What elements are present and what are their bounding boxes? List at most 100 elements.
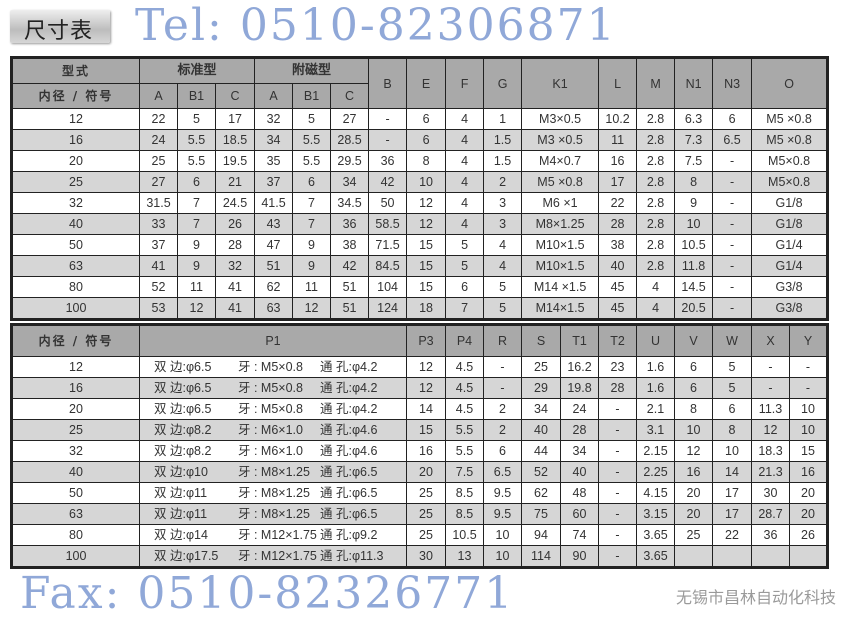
value-cell: 9 bbox=[674, 192, 714, 214]
value-cell: - bbox=[598, 482, 637, 504]
table-row: 50 37 9 28 47 9 38 71.5 15 5 4 M10×1.5 38 2.8 10.5- G1/… bbox=[11, 234, 829, 256]
value-cell: 9 bbox=[177, 255, 216, 277]
value-cell: 24 bbox=[139, 129, 178, 151]
value-cell: 21.3 bbox=[751, 461, 790, 483]
value-cell: 6.3 bbox=[674, 108, 714, 130]
value-cell: 9 bbox=[292, 234, 332, 256]
value-cell: 4 bbox=[636, 276, 676, 298]
p1-double-side: 双 边:φ11 bbox=[154, 486, 208, 500]
value-cell: 11.8 bbox=[674, 255, 714, 277]
value-cell: 8 bbox=[406, 150, 447, 172]
header-T1: T1 bbox=[560, 324, 599, 357]
value-cell: 2.8 bbox=[636, 255, 676, 277]
value-cell: 18 bbox=[406, 297, 447, 320]
value-cell: 34.5 bbox=[330, 192, 370, 214]
value-cell: 94 bbox=[521, 524, 561, 546]
value-cell: 28 bbox=[598, 377, 637, 399]
value-cell: 4.5 bbox=[445, 356, 484, 378]
p1-cell: 双 边:φ6.5 牙 : M5×0.8 通 孔:φ4.2 bbox=[139, 356, 407, 378]
table-row: 12 22 5 17 32 5 27-6 4 1 M3×0.5 10.2 2.8 6.3 6 M5 ×0.8 bbox=[11, 108, 829, 130]
value-cell: 1 bbox=[483, 108, 523, 130]
value-cell: 33 bbox=[139, 213, 178, 235]
value-cell: 53 bbox=[139, 297, 178, 320]
value-cell: 5 bbox=[483, 276, 523, 298]
value-cell: 25 bbox=[674, 524, 713, 546]
value-cell: 9.5 bbox=[483, 482, 522, 504]
value-cell: 1.6 bbox=[636, 377, 675, 399]
value-cell: 5.5 bbox=[445, 440, 484, 462]
table-row: 20 双 边:φ6.5 牙 : M5×0.8 通 孔:φ4.2 14 4.5 2 34 24-2… bbox=[11, 398, 828, 420]
value-cell: 29.5 bbox=[330, 150, 370, 172]
p1-cell: 双 边:φ11 牙 : M8×1.25 通 孔:φ6.5 bbox=[139, 503, 407, 525]
value-cell: 10 bbox=[789, 419, 828, 441]
value-cell: G1/8 bbox=[751, 213, 829, 235]
value-cell: 5 bbox=[445, 255, 485, 277]
value-cell: 25 bbox=[406, 482, 446, 504]
bore-cell: 80 bbox=[11, 524, 140, 546]
value-cell: 6 bbox=[674, 377, 713, 399]
bore-cell: 100 bbox=[11, 297, 140, 320]
value-cell: G1/8 bbox=[751, 192, 829, 214]
value-cell: M5 ×0.8 bbox=[521, 171, 600, 193]
value-cell: - bbox=[598, 524, 637, 546]
value-cell bbox=[674, 545, 713, 568]
value-cell: 27 bbox=[330, 108, 370, 130]
value-cell: 24 bbox=[560, 398, 599, 420]
value-cell: 6 bbox=[674, 356, 713, 378]
header-P3: P3 bbox=[406, 324, 446, 357]
value-cell: 12 bbox=[674, 440, 713, 462]
value-cell: 20 bbox=[406, 461, 446, 483]
value-cell: 9 bbox=[177, 234, 216, 256]
value-cell: 8 bbox=[712, 419, 752, 441]
value-cell: 45 bbox=[598, 276, 638, 298]
p1-thread: 牙 : M12×1.75 bbox=[238, 549, 317, 563]
table-row: 63 41 9 32 51 9 42 84.5 15 5 4 M10×1.5 40 2.8 11.8- G1/… bbox=[11, 255, 829, 277]
value-cell: 17 bbox=[712, 482, 752, 504]
bore-cell: 16 bbox=[11, 129, 140, 151]
value-cell: G3/8 bbox=[751, 276, 829, 298]
value-cell: 28.7 bbox=[751, 503, 790, 525]
value-cell: 10.5 bbox=[445, 524, 484, 546]
bore-cell: 25 bbox=[11, 171, 140, 193]
value-cell: 6 bbox=[483, 440, 522, 462]
header-mag-A: A bbox=[254, 83, 294, 109]
value-cell: - bbox=[598, 503, 637, 525]
value-cell: M10×1.5 bbox=[521, 255, 600, 277]
value-cell: 4 bbox=[483, 255, 523, 277]
value-cell: 22 bbox=[598, 192, 638, 214]
value-cell: 4.5 bbox=[445, 398, 484, 420]
value-cell: - bbox=[598, 398, 637, 420]
value-cell: 10 bbox=[674, 419, 713, 441]
section-title: 尺寸表 bbox=[10, 10, 110, 44]
value-cell: 30 bbox=[406, 545, 446, 568]
value-cell: 14 bbox=[406, 398, 446, 420]
value-cell: 10.2 bbox=[598, 108, 638, 130]
value-cell: 16.2 bbox=[560, 356, 599, 378]
value-cell: 5 bbox=[712, 356, 752, 378]
p1-through-hole: 通 孔:φ6.5 bbox=[320, 465, 378, 479]
value-cell: 36 bbox=[751, 524, 790, 546]
value-cell: 7 bbox=[177, 213, 216, 235]
value-cell: 41 bbox=[214, 276, 256, 298]
value-cell: M4×0.7 bbox=[521, 150, 600, 172]
header-M: M bbox=[636, 57, 676, 109]
value-cell bbox=[789, 545, 828, 568]
value-cell: - bbox=[483, 377, 522, 399]
value-cell: 6.5 bbox=[712, 129, 753, 151]
value-cell: 21 bbox=[214, 171, 256, 193]
bore-cell: 12 bbox=[11, 108, 140, 130]
header-N1: N1 bbox=[674, 57, 714, 109]
value-cell: 4 bbox=[445, 150, 485, 172]
value-cell: - bbox=[368, 129, 408, 151]
value-cell: 4 bbox=[445, 129, 485, 151]
value-cell: 3 bbox=[483, 192, 523, 214]
value-cell: 11.3 bbox=[751, 398, 790, 420]
header-T2: T2 bbox=[598, 324, 637, 357]
value-cell: 26 bbox=[789, 524, 828, 546]
p1-cell: 双 边:φ6.5 牙 : M5×0.8 通 孔:φ4.2 bbox=[139, 377, 407, 399]
p1-through-hole: 通 孔:φ6.5 bbox=[320, 507, 378, 521]
value-cell: M14×1.5 bbox=[521, 297, 600, 320]
value-cell: 7.3 bbox=[674, 129, 714, 151]
value-cell: 114 bbox=[521, 545, 561, 568]
header-std-C: C bbox=[214, 83, 256, 109]
